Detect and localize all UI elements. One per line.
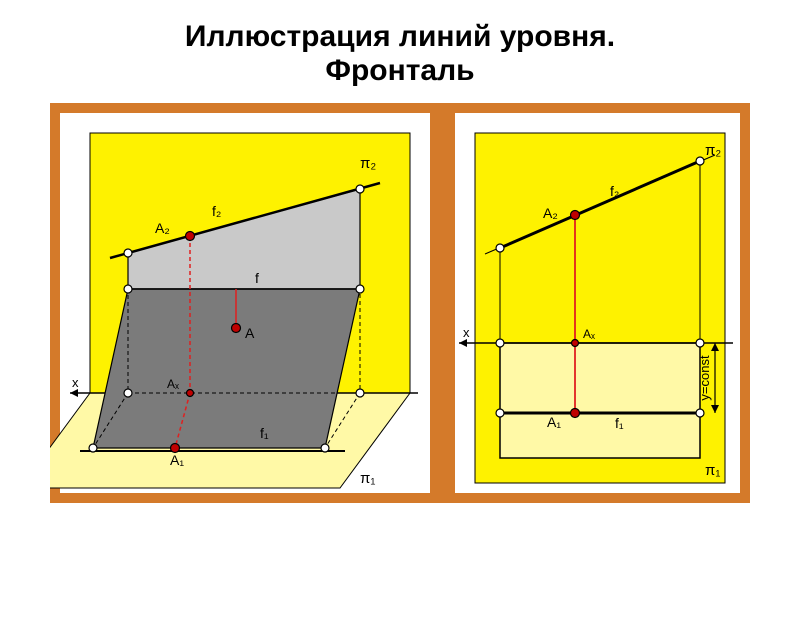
svg-text:Aₓ: Aₓ [583, 327, 595, 341]
svg-text:π₂: π₂ [360, 155, 376, 172]
svg-text:x: x [72, 375, 79, 390]
svg-text:f₁: f₁ [260, 425, 269, 441]
svg-text:f: f [255, 270, 259, 286]
svg-text:x: x [463, 325, 470, 340]
svg-text:A₂: A₂ [155, 220, 170, 236]
svg-text:Aₓ: Aₓ [167, 377, 179, 391]
svg-text:π₂: π₂ [705, 142, 721, 159]
svg-text:f₂: f₂ [212, 203, 221, 219]
svg-text:A₁: A₁ [547, 414, 561, 430]
svg-text:y=const: y=const [697, 355, 712, 401]
svg-text:A: A [245, 325, 255, 341]
svg-text:A₁: A₁ [170, 452, 184, 468]
svg-text:π₁: π₁ [360, 470, 375, 487]
svg-text:π₁: π₁ [705, 462, 720, 479]
diagram-panel: x A₂ f A Aₓ f₁ A₁ f₂ π₂ π₁ x A₂ f₂ Aₓ A₁ f₁ π₂ π₁ y=const [50, 103, 750, 503]
svg-text:f₁: f₁ [615, 415, 624, 431]
title-line2: Фронталь [325, 54, 474, 87]
title-line1: Иллюстрация линий уровня. [185, 20, 615, 53]
diagram-svg: x A₂ f A Aₓ f₁ A₁ f₂ π₂ π₁ x A₂ f₂ Aₓ A₁ f₁ π₂ π₁ y=const [50, 103, 750, 503]
svg-text:f₂: f₂ [610, 183, 619, 199]
slide-title: Иллюстрация линий уровня. Фронталь [0, 20, 800, 88]
svg-text:A₂: A₂ [543, 205, 558, 221]
